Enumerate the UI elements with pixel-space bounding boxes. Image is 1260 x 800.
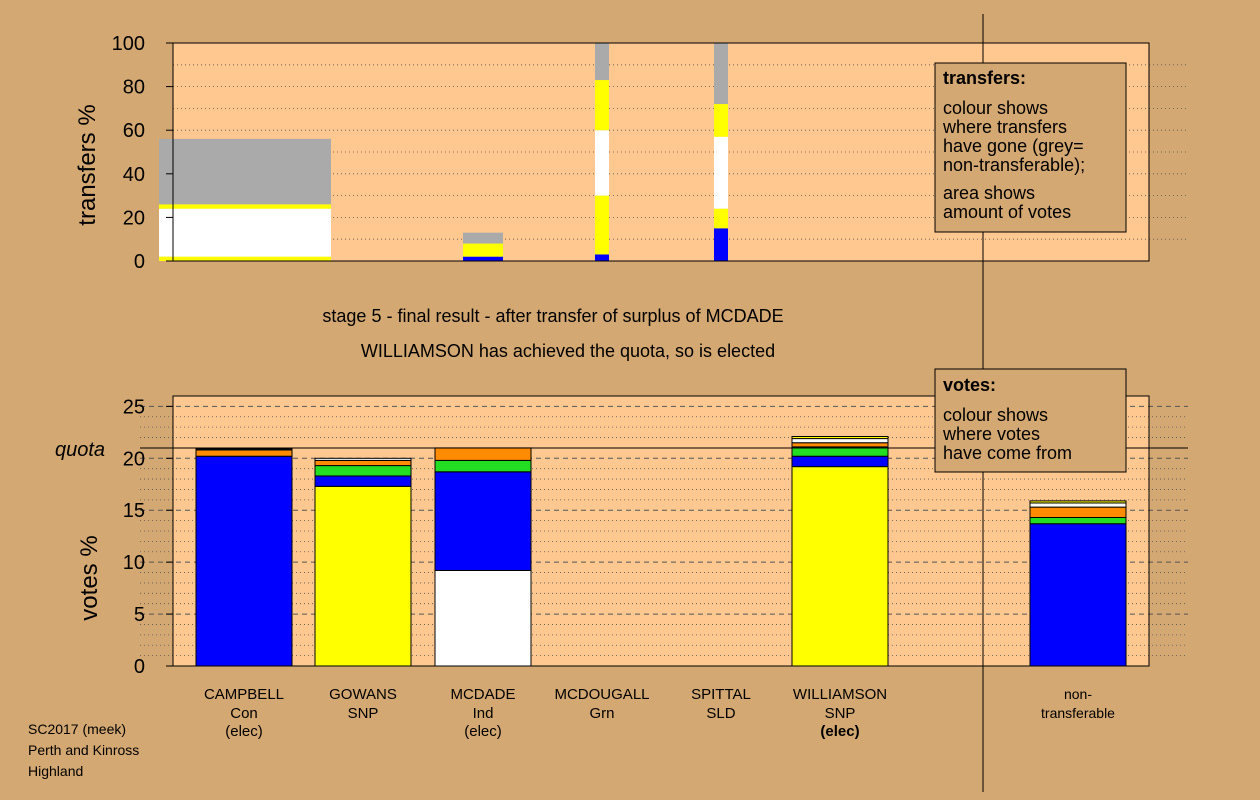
quota-label: quota xyxy=(55,439,105,461)
votes-legend: votes: colour shows where votes have com… xyxy=(934,368,1127,473)
transfers-y-tick-label: 60 xyxy=(123,120,145,142)
transfers-legend-line: where transfers xyxy=(942,117,1067,137)
candidate-name-label: SPITTAL xyxy=(691,686,751,703)
votes-legend-line: have come from xyxy=(943,443,1072,463)
candidate-party-label: SLD xyxy=(706,705,735,722)
candidate-party-label: Grn xyxy=(589,705,614,722)
vote-segment-mcdade xyxy=(434,471,532,571)
transfer-segment-spittal xyxy=(714,208,728,229)
candidate-name-label: MCDOUGALL xyxy=(554,686,649,703)
transfers-legend-line: amount of votes xyxy=(943,202,1071,222)
transfer-segment-mcdougall xyxy=(595,80,609,131)
votes-y-tick-label: 20 xyxy=(123,448,145,470)
vote-segment-non- xyxy=(1029,517,1127,525)
votes-legend-line: where votes xyxy=(942,424,1040,444)
vote-segment-non- xyxy=(1029,500,1127,504)
vote-segment-campbell xyxy=(195,448,293,451)
transfers-legend-title: transfers: xyxy=(943,68,1026,88)
transfers-legend-line: have gone (grey= xyxy=(943,136,1084,156)
transfers-y-tick-label: 20 xyxy=(123,207,145,229)
votes-y-tick-label: 5 xyxy=(134,604,145,626)
elected-caption: WILLIAMSON has achieved the quota, so is… xyxy=(361,341,775,361)
candidate-status-label: (elec) xyxy=(225,723,263,740)
votes-y-axis-label: votes % xyxy=(76,535,103,620)
votes-y-tick-label: 15 xyxy=(123,500,145,522)
transfer-segment-campbell xyxy=(159,208,331,257)
transfer-segment-campbell xyxy=(159,204,331,209)
candidate-party-label: Con xyxy=(230,705,258,722)
transfer-segment-mcdougall xyxy=(595,195,609,255)
transfers-y-tick-label: 0 xyxy=(134,251,145,273)
transfer-segment-mcdougall xyxy=(595,254,609,261)
vote-segment-williamson xyxy=(791,436,889,440)
candidate-name-label: CAMPBELL xyxy=(204,686,284,703)
candidate-party-label: SNP xyxy=(825,705,856,722)
transfers-legend-line: colour shows xyxy=(943,98,1048,118)
transfers-y-axis-label: transfers % xyxy=(74,104,101,225)
footer-line: SC2017 (meek) xyxy=(28,721,126,737)
transfers-plot-border xyxy=(172,42,1150,262)
footer-line: Highland xyxy=(28,763,83,779)
candidate-party-label: transferable xyxy=(1041,705,1115,721)
transfer-segment-spittal xyxy=(714,104,728,137)
candidate-status-label: (elec) xyxy=(820,723,859,740)
vote-segment-gowans xyxy=(314,475,412,487)
candidate-party-label: SNP xyxy=(348,705,379,722)
vote-segment-gowans xyxy=(314,485,412,667)
votes-legend-line: colour shows xyxy=(943,405,1048,425)
votes-y-tick-label: 0 xyxy=(134,656,145,678)
vote-segment-campbell xyxy=(195,455,293,667)
votes-y-tick-label: 25 xyxy=(123,396,145,418)
vote-segment-non- xyxy=(1029,502,1127,508)
votes-plot-border xyxy=(172,395,1150,667)
transfers-y-tick-label: 40 xyxy=(123,164,145,186)
candidate-name-label: non- xyxy=(1064,686,1092,702)
candidate-name-label: MCDADE xyxy=(450,686,515,703)
transfer-segment-campbell xyxy=(159,138,331,205)
transfer-segment-mcdade xyxy=(463,232,503,244)
vote-segment-non- xyxy=(1029,506,1127,519)
vote-segment-gowans xyxy=(314,465,412,477)
votes-legend-title: votes: xyxy=(943,375,996,395)
vote-segment-gowans xyxy=(314,457,412,461)
transfer-segment-mcdade xyxy=(463,243,503,257)
transfer-segment-campbell xyxy=(159,256,331,261)
transfers-legend-line: area shows xyxy=(943,183,1035,203)
vote-segment-williamson xyxy=(791,455,889,468)
vote-segment-non- xyxy=(1029,523,1127,667)
transfer-segment-spittal xyxy=(714,43,728,105)
transfer-segment-mcdougall xyxy=(595,130,609,196)
transfers-y-tick-label: 80 xyxy=(123,77,145,99)
transfers-legend-line: non-transferable); xyxy=(943,155,1085,175)
vote-segment-gowans xyxy=(314,459,412,467)
candidate-party-label: Ind xyxy=(473,705,494,722)
transfers-y-tick-label: 100 xyxy=(112,33,145,55)
votes-y-tick-label: 10 xyxy=(123,552,145,574)
vote-segment-williamson xyxy=(791,466,889,667)
vote-segment-mcdade xyxy=(434,447,532,461)
transfer-segment-mcdougall xyxy=(595,43,609,81)
vote-segment-williamson xyxy=(791,438,889,444)
vote-segment-mcdade xyxy=(434,459,532,473)
transfer-segment-mcdade xyxy=(463,256,503,261)
candidate-status-label: (elec) xyxy=(464,723,502,740)
candidate-name-label: WILLIAMSON xyxy=(793,686,887,703)
candidate-name-label: GOWANS xyxy=(329,686,397,703)
transfer-segment-spittal xyxy=(714,228,728,261)
footer-line: Perth and Kinross xyxy=(28,742,139,758)
vote-segment-campbell xyxy=(195,449,293,457)
vote-segment-mcdade xyxy=(434,569,532,667)
stage-caption: stage 5 - final result - after transfer … xyxy=(322,306,783,326)
vote-segment-williamson xyxy=(791,442,889,448)
transfer-segment-spittal xyxy=(714,136,728,209)
transfers-legend: transfers: colour shows where transfers … xyxy=(934,62,1127,233)
